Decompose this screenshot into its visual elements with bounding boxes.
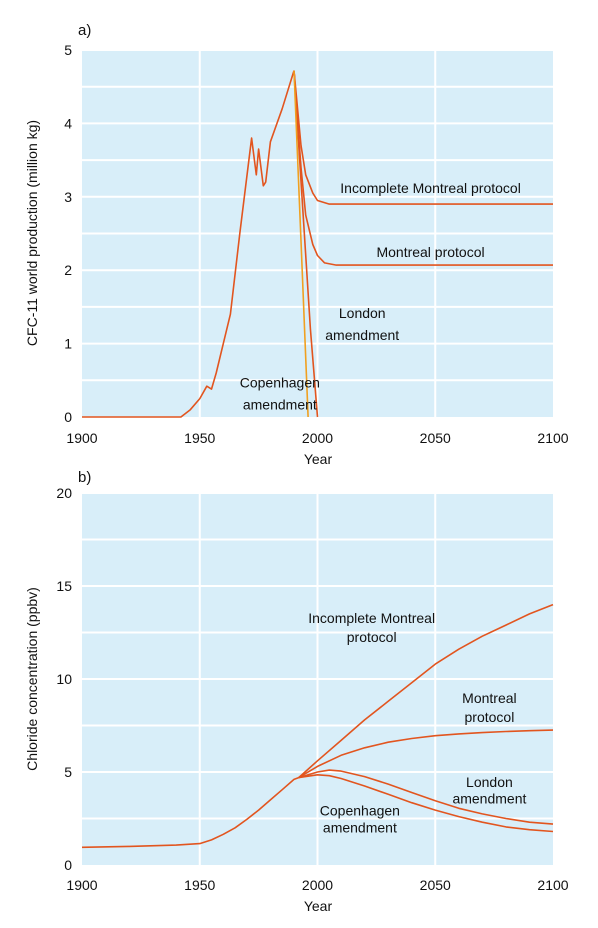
chart-a-ylabel: CFC-11 world production (million kg) (24, 120, 40, 346)
chart-a-annotation: Copenhagen (240, 375, 320, 391)
chart-a-ytick-label: 3 (64, 189, 72, 205)
chart-a-annotation: amendment (243, 397, 317, 413)
chart-b-series-historical (81, 776, 299, 849)
chart-a-ytick-label: 4 (64, 115, 72, 131)
chart-b-series-montreal-protocol (298, 729, 554, 779)
panel-b-chart: 0 5 10 15 20 1900 1950 2000 2050 2100 Year Chloride… (24, 469, 569, 914)
chart-a-xtick-label: 2100 (537, 430, 568, 446)
chart-b-ytick-label: 10 (56, 671, 72, 687)
chart-b-ytick-label: 15 (56, 578, 72, 594)
chart-a-xtick-label: 2000 (302, 430, 333, 446)
chart-a-xtick-label: 1900 (66, 430, 97, 446)
chart-b-annotation: London (466, 774, 513, 790)
chart-a-xtick-label: 1950 (184, 430, 215, 446)
chart-b-ytick-label: 20 (56, 485, 72, 501)
chart-b-annotation: amendment (323, 819, 397, 835)
chart-a-xlabel: Year (304, 451, 333, 467)
chart-b-annotation: Montreal (462, 690, 516, 706)
chart-a-ytick-label: 1 (64, 336, 72, 352)
chart-b-xtick-label: 2000 (302, 877, 333, 893)
chart-a-series-historical (82, 70, 295, 418)
chart-a-annotation: Montreal protocol (376, 244, 484, 260)
panel-a-chart: 0 1 2 3 4 5 1900 1950 2000 2050 2100 Year CFC-11 wor… (24, 22, 569, 467)
chart-b-xtick-label: 2050 (420, 877, 451, 893)
chart-b-annotation: Copenhagen (320, 803, 400, 819)
chart-a-ytick-label: 0 (64, 409, 72, 425)
chart-a-ytick-label: 2 (64, 262, 72, 278)
chart-b-ytick-label: 5 (64, 764, 72, 780)
chart-b-xtick-label: 1900 (66, 877, 97, 893)
chart-b-xtick-label: 1950 (184, 877, 215, 893)
chart-a-series-montreal-protocol (293, 70, 553, 266)
chart-a-annotation: Incomplete Montreal protocol (340, 180, 521, 196)
chart-b-xtick-label: 2100 (537, 877, 568, 893)
chart-b-xlabel: Year (304, 898, 333, 914)
chart-a-series-copenhagen-amendment (293, 70, 309, 418)
chart-a-ytick-label: 5 (64, 42, 72, 58)
chart-b-series-incomplete-montreal-protocol (298, 603, 554, 779)
chart-b-annotation: protocol (347, 629, 397, 645)
chart-b-series-copenhagen-amendment (298, 774, 554, 833)
chart-a-series-london-amendment (293, 70, 319, 418)
chart-b-annotation: protocol (465, 709, 515, 725)
chart-b-ylabel: Chloride concentration (ppbv) (24, 587, 40, 771)
chart-a-panel-label: a) (78, 22, 91, 39)
chart-a-annotation: amendment (325, 327, 399, 343)
chart-a-series-incomplete-montreal-protocol (293, 70, 553, 205)
chart-b-series-london-amendment (298, 769, 554, 825)
chart-a-annotation: London (339, 305, 386, 321)
chart-b-ytick-label: 0 (64, 857, 72, 873)
chart-b-panel-label: b) (78, 469, 91, 486)
chart-b-annotation: Incomplete Montreal (308, 610, 435, 626)
chart-a-xtick-label: 2050 (420, 430, 451, 446)
chart-b-annotation: amendment (452, 791, 526, 807)
